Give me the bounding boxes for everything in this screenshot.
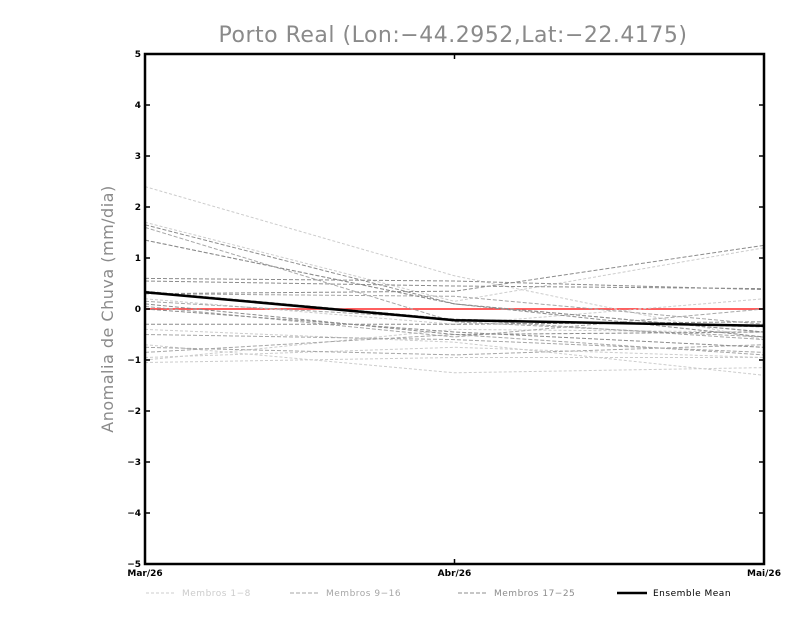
member-line-13	[144, 333, 765, 356]
legend-label-4: Ensemble Mean	[653, 589, 731, 599]
y-tick-label: −4	[127, 509, 141, 519]
member-line-5	[144, 328, 765, 376]
y-tick-label: −5	[127, 560, 141, 570]
x-axis-ticks: Mar/26 Abr/26 Mai/26	[127, 54, 781, 579]
y-tick-label: 3	[135, 152, 141, 162]
y-axis-label: Anomalia de Chuva (mm/dia)	[98, 185, 117, 432]
x-tick-label: Mai/26	[747, 569, 781, 579]
y-tick-label: 1	[135, 254, 141, 264]
y-tick-label: −3	[127, 458, 141, 468]
legend-label-3: Membros 17−25	[494, 589, 575, 599]
member-line-12	[144, 293, 765, 325]
member-line-23	[145, 321, 765, 325]
member-line-24	[144, 280, 765, 290]
member-line-3	[144, 346, 765, 358]
member-line-2	[144, 221, 765, 302]
member-line-1	[144, 186, 765, 341]
member-line-15	[144, 334, 765, 353]
member-line-19	[144, 244, 765, 295]
member-line-8	[144, 328, 765, 361]
ensemble-mean-layer	[144, 290, 765, 328]
y-tick-label: 5	[135, 50, 141, 60]
x-tick-label: Abr/26	[438, 569, 472, 579]
member-line-20	[144, 308, 765, 348]
legend-label-1: Membros 1−8	[182, 589, 251, 599]
y-axis-ticks: 5 4 3 2 1 0 −1 −2 −3 −4 −5	[127, 50, 764, 570]
y-tick-label: 4	[135, 101, 141, 111]
ensemble-mean-line	[144, 290, 765, 328]
member-line-9	[144, 226, 765, 338]
x-tick-label: Mar/26	[127, 569, 162, 579]
legend-label-2: Membros 9−16	[326, 589, 401, 599]
legend: Membros 1−8 Membros 9−16 Membros 17−25 Ense…	[146, 589, 731, 599]
series-layer	[144, 186, 765, 376]
y-tick-label: −2	[127, 407, 141, 417]
member-line-10	[144, 344, 765, 356]
member-line-25	[144, 303, 765, 336]
y-tick-label: −1	[127, 356, 141, 366]
member-line-18	[144, 277, 765, 291]
y-tick-label: 0	[135, 305, 141, 315]
member-line-17	[144, 224, 765, 338]
member-line-6	[144, 357, 764, 363]
y-tick-label: 2	[135, 203, 141, 213]
member-line-21	[144, 239, 765, 333]
chart-title: Porto Real (Lon:−44.2952,Lat:−22.4175)	[219, 23, 688, 48]
member-line-4	[144, 344, 765, 374]
